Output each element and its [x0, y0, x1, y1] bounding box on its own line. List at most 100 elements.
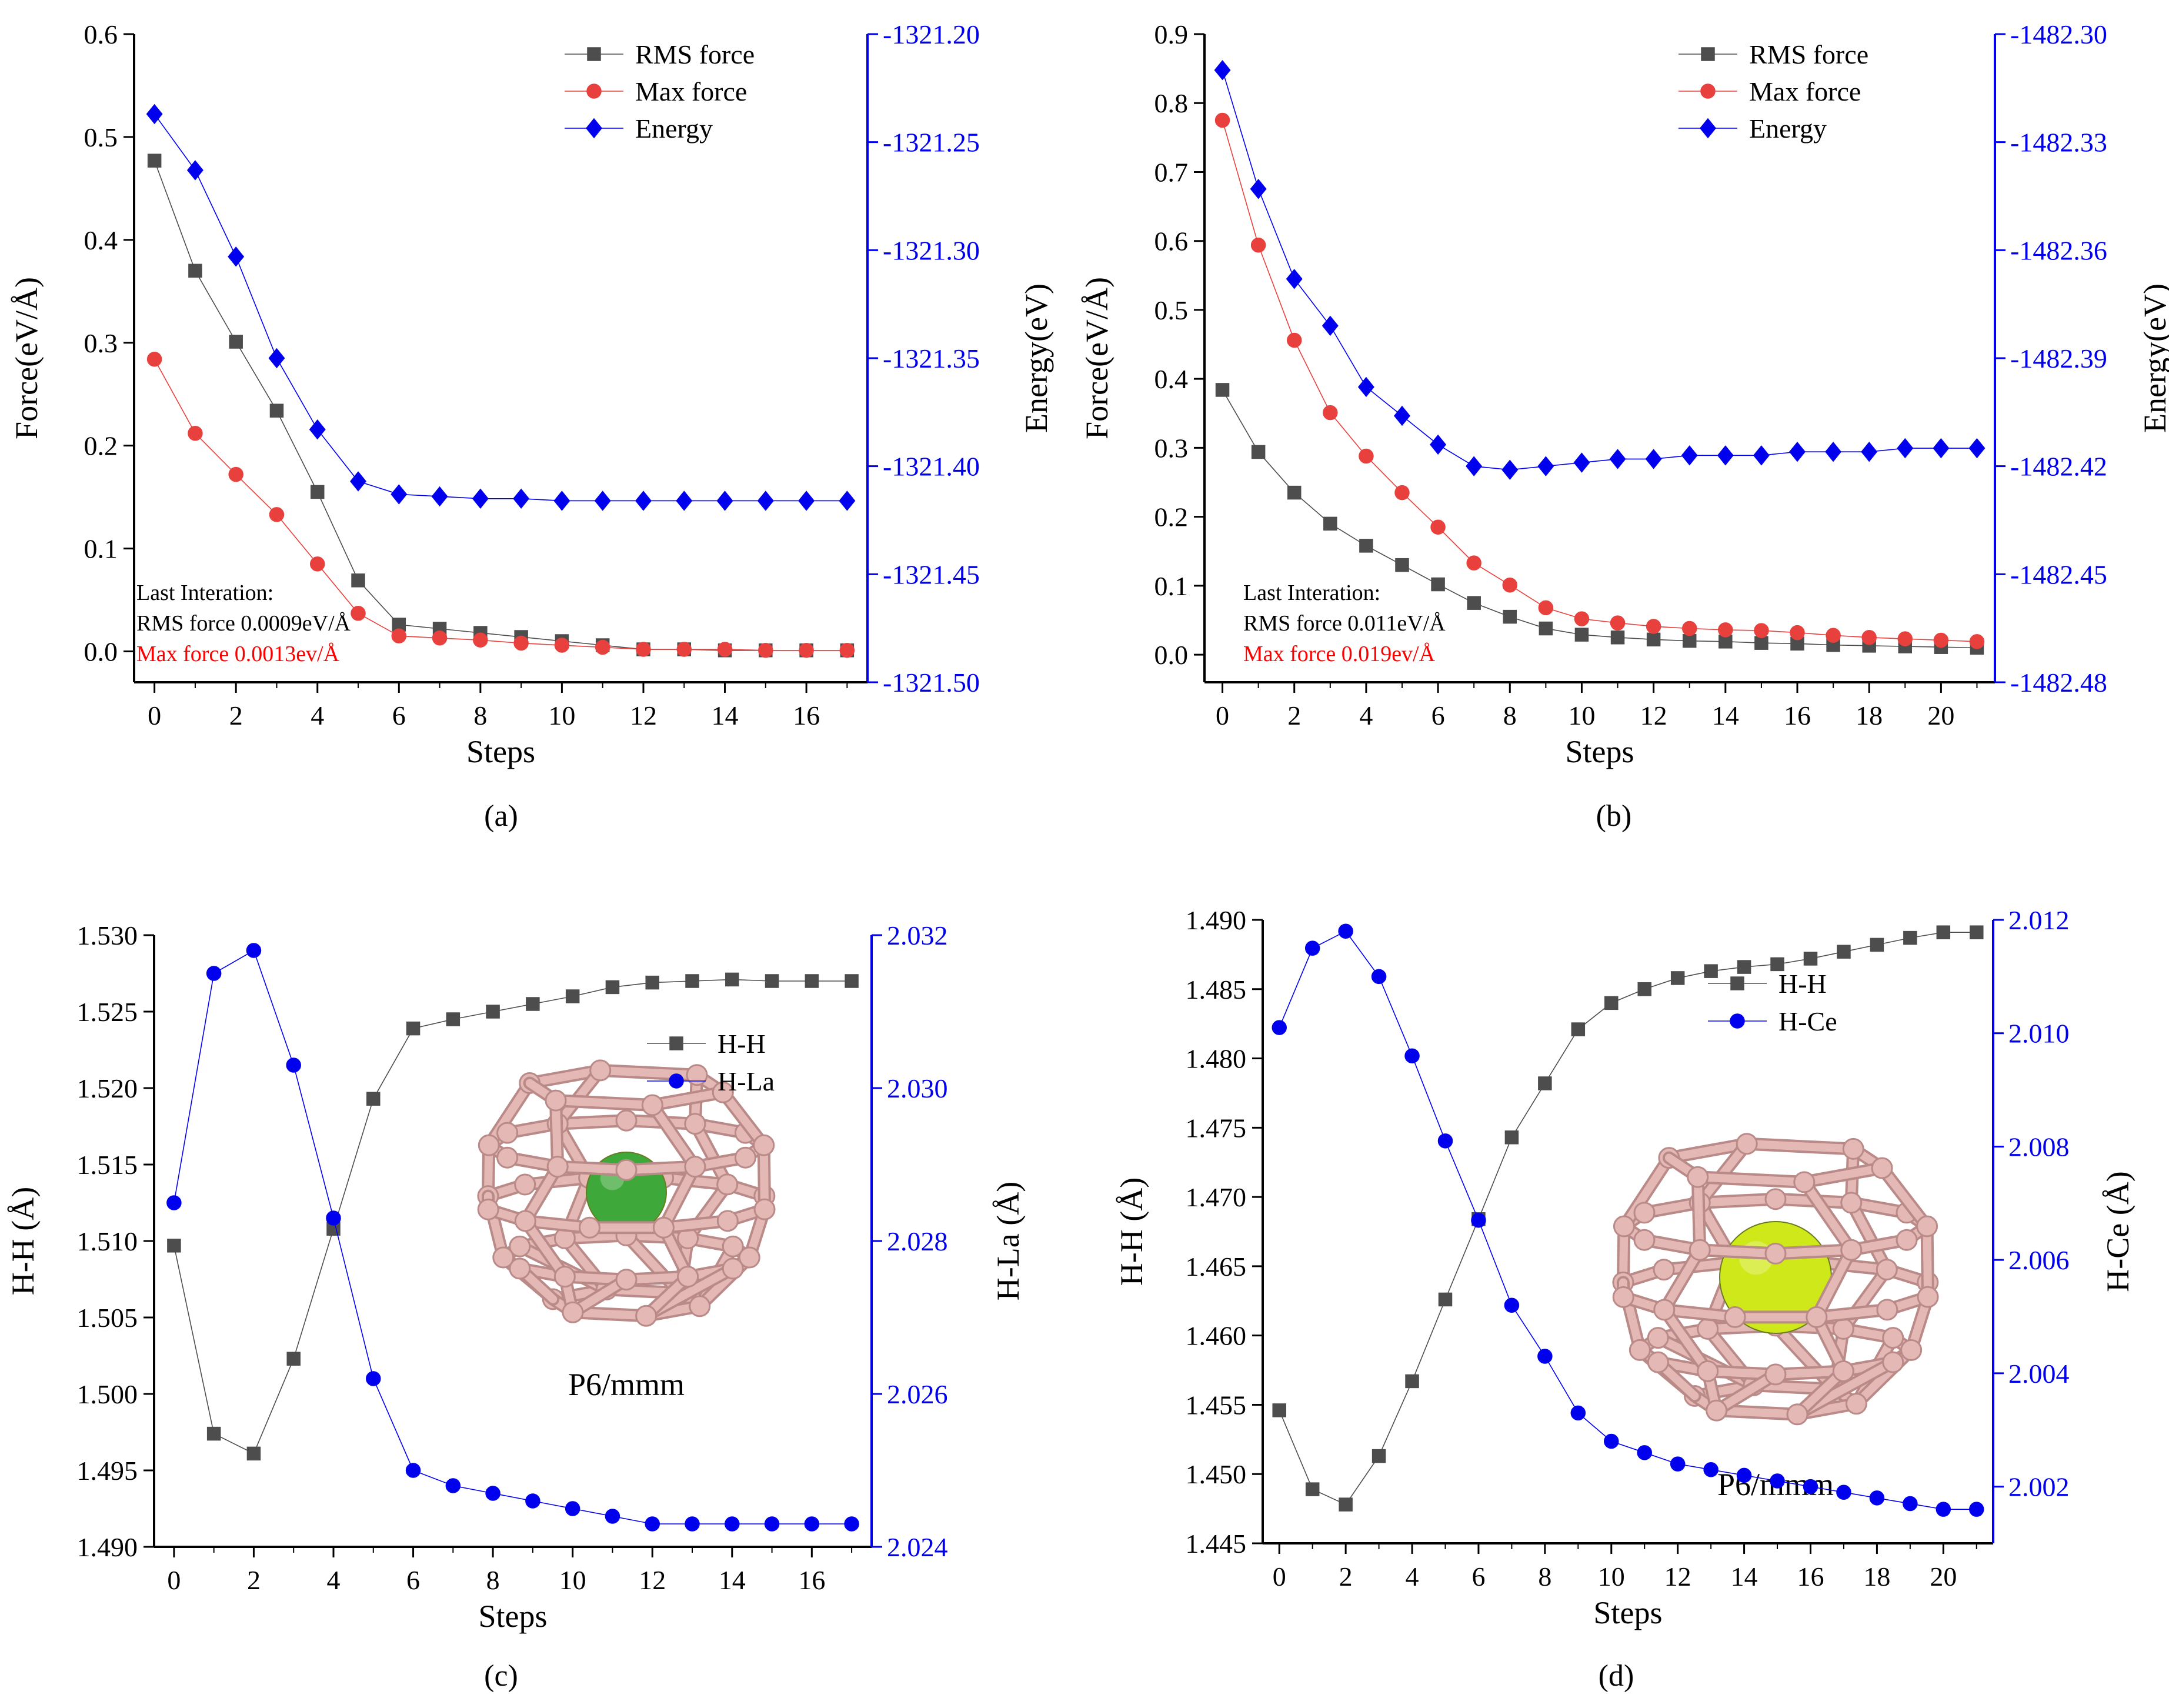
- data-point: [845, 974, 859, 988]
- data-point: [431, 486, 448, 507]
- data-point: [839, 643, 855, 658]
- x-tick-label: 20: [1930, 1562, 1957, 1592]
- h-bond-front: [1696, 1246, 1780, 1258]
- y-left-tick-label: 0.8: [1154, 88, 1189, 118]
- data-point: [1250, 237, 1266, 253]
- h-atom: [722, 1235, 744, 1257]
- x-axis-label: Steps: [478, 1599, 547, 1634]
- y-axis-label-left: Force(eV/Å): [1079, 277, 1114, 439]
- h-bond-front: [1660, 1305, 1740, 1322]
- h-atom: [1612, 1286, 1634, 1308]
- h-atom: [546, 1156, 569, 1178]
- data-point: [1304, 940, 1320, 956]
- legend-marker: [586, 118, 602, 139]
- h-bond-back: [596, 1066, 702, 1079]
- x-tick-label: 4: [1406, 1562, 1419, 1592]
- h-bond-front: [1800, 1163, 1887, 1186]
- data-point: [1372, 1449, 1386, 1463]
- data-point: [716, 491, 733, 511]
- h-bond-front: [1923, 1222, 1933, 1302]
- h-atom: [684, 1156, 706, 1178]
- y-left-tick-label: 0.6: [84, 19, 118, 49]
- h-atom: [716, 1173, 739, 1196]
- y-right-tick-label: 2.006: [2008, 1245, 2070, 1275]
- y-axis-label-left: H-H (Å): [5, 1187, 41, 1295]
- h-bond-front: [622, 1162, 699, 1175]
- data-point: [1501, 459, 1519, 480]
- y-right-tick-label: -1321.45: [883, 559, 980, 589]
- data-point: [676, 642, 692, 657]
- h-atom: [1917, 1286, 1939, 1308]
- legend-marker: [1700, 84, 1716, 99]
- data-point: [405, 1463, 421, 1478]
- y-left-tick-label: 0.1: [84, 534, 118, 564]
- legend-marker: [669, 1036, 683, 1050]
- y-left-tick-label: 1.520: [77, 1073, 138, 1103]
- series-h-ce: [1272, 923, 1984, 1517]
- y-right-tick-label: 2.002: [2008, 1472, 2070, 1502]
- h-bond-back: [1743, 1139, 1858, 1153]
- y-left-tick-label: 1.490: [77, 1532, 138, 1562]
- y-right-tick-label: 2.026: [887, 1379, 948, 1409]
- data-point: [1670, 1456, 1686, 1472]
- y-left-tick-label: 0.9: [1154, 19, 1189, 49]
- data-point: [1504, 1130, 1519, 1145]
- x-tick-label: 20: [1927, 700, 1954, 730]
- h-atom: [684, 1113, 706, 1135]
- y-right-tick-label: -1321.20: [883, 19, 980, 49]
- data-point: [1646, 619, 1661, 634]
- data-point: [1570, 1405, 1586, 1421]
- data-point: [1903, 930, 1917, 945]
- h-bond-back: [485, 1079, 534, 1150]
- h-atom: [635, 1305, 658, 1327]
- data-point: [844, 1516, 859, 1532]
- data-point: [1897, 438, 1914, 459]
- caption-c: (c): [484, 1659, 518, 1693]
- annotation-line: Last Interation:: [1243, 581, 1380, 605]
- y-right-tick-label: 2.010: [2008, 1019, 2070, 1049]
- data-point: [286, 1352, 301, 1366]
- h-bond-front: [1660, 1246, 1704, 1314]
- series-h-h: [167, 972, 859, 1461]
- y-left-tick-label: 1.525: [77, 997, 138, 1027]
- data-point: [1754, 636, 1768, 650]
- data-point: [1670, 971, 1685, 985]
- y-axis-label-left: Force(eV/Å): [9, 277, 44, 439]
- y-right-tick-label: -1321.35: [883, 343, 980, 373]
- h-atom: [477, 1198, 499, 1220]
- y-left-tick-label: 1.445: [1186, 1529, 1247, 1559]
- data-point: [406, 1021, 421, 1036]
- data-point: [1395, 558, 1409, 572]
- y-left-tick-label: 0.2: [84, 431, 118, 461]
- legend-marker: [669, 1073, 684, 1089]
- y-left-tick-label: 0.6: [1154, 226, 1189, 256]
- y-left-tick-label: 0.2: [1154, 502, 1189, 532]
- x-tick-label: 10: [1598, 1562, 1625, 1592]
- data-point: [804, 1516, 820, 1532]
- data-point: [206, 1426, 221, 1441]
- data-point: [1430, 519, 1446, 535]
- data-point: [1704, 964, 1718, 978]
- x-tick-label: 10: [548, 700, 575, 730]
- series-line: [154, 160, 847, 651]
- h-bond-back: [553, 1116, 630, 1128]
- data-point: [1936, 1502, 1951, 1517]
- data-point: [1836, 1485, 1851, 1500]
- y-right-tick-label: 2.032: [887, 920, 948, 950]
- data-point: [391, 484, 408, 505]
- x-tick-label: 18: [1856, 700, 1883, 730]
- h-atom: [1687, 1166, 1709, 1188]
- data-point: [1703, 1462, 1718, 1477]
- series-line: [1222, 69, 1977, 471]
- crystal-structure-inset: P6/mmm: [1612, 1133, 1939, 1502]
- data-point: [1286, 269, 1303, 289]
- legend: H-H H-Ce: [1708, 969, 1837, 1036]
- x-tick-label: 0: [148, 700, 161, 730]
- h-bond-front: [1712, 1406, 1802, 1419]
- h-atom: [1871, 1157, 1893, 1179]
- y-right-tick-label: -1482.48: [2010, 668, 2107, 698]
- h-bond-front: [1693, 1173, 1704, 1255]
- series-energy: [146, 104, 856, 511]
- data-point: [765, 974, 779, 988]
- series-h-la: [166, 943, 859, 1532]
